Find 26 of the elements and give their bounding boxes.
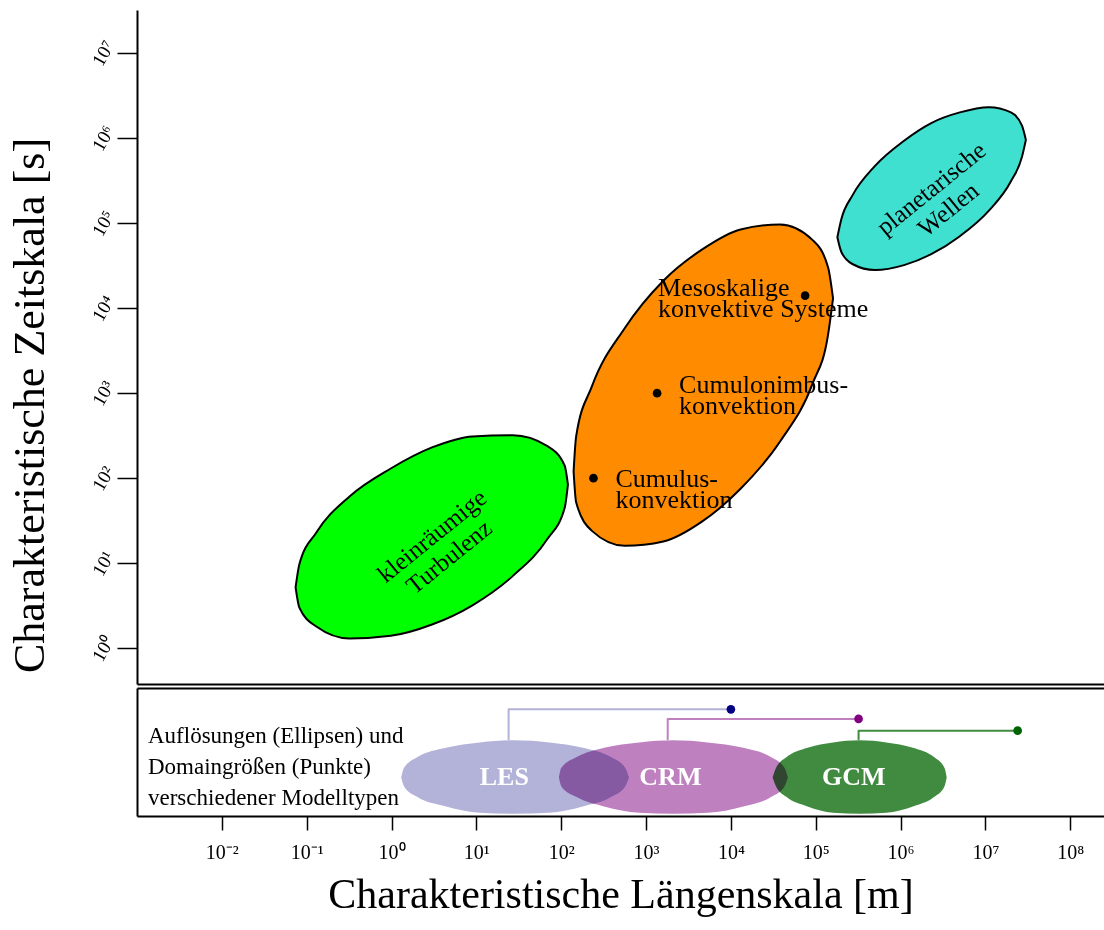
y-tick-label: 10⁵ (87, 206, 119, 240)
x-tick-label: 10⁰ (378, 840, 406, 863)
y-axis-title: Charakteristische Zeitskala [s] (5, 137, 55, 674)
x-tick-label: 10⁷ (972, 840, 1000, 863)
x-tick-label: 10⁶ (887, 840, 915, 863)
y-tick-label: 10⁶ (87, 121, 119, 155)
y-tick-label: 10⁷ (87, 36, 119, 70)
x-tick-label: 10⁸ (1057, 840, 1085, 863)
x-axis-title: Charakteristische Längenskala [m] (328, 870, 914, 917)
x-tick-label: 10⁻¹ (290, 840, 324, 863)
y-tick-label: 10² (87, 462, 119, 495)
y-tick-label: 10⁰ (87, 632, 119, 666)
x-tick-label: 10⁵ (802, 840, 830, 863)
x-tick-label: 10² (548, 840, 575, 863)
x-tick-label: 10⁻² (205, 840, 239, 863)
x-tick-label: 10⁴ (717, 840, 745, 863)
y-tick-label: 10³ (87, 377, 119, 410)
annotation: GCM (821, 762, 886, 792)
annotation: Cumulus- konvektion (615, 464, 733, 515)
annotation: Auflösungen (Ellipsen) und Domaingrößen (Punkte) verschiedener Modelltypen (148, 723, 405, 810)
annotation: CRM (639, 762, 702, 792)
y-tick-label: 10⁴ (87, 291, 119, 325)
x-tick-label: 10³ (633, 840, 660, 863)
x-tick-label: 10¹ (463, 840, 490, 863)
y-tick-label: 10¹ (87, 547, 119, 580)
annotation: LES (479, 762, 529, 792)
